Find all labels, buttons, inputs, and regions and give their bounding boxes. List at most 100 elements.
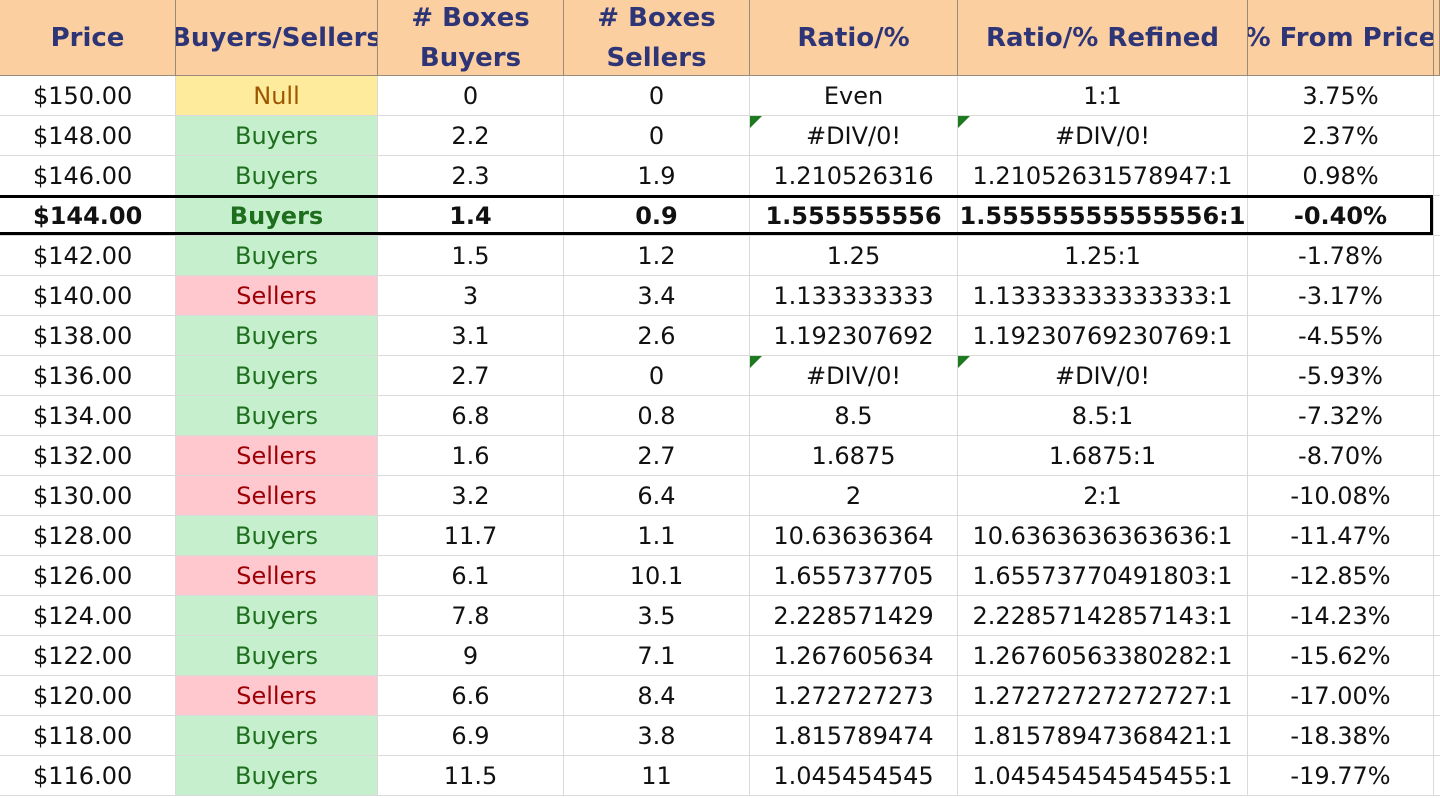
boxes-buyers-cell[interactable]: 11.7 [378,516,564,556]
ratio-refined-cell[interactable]: 1.81578947368421:1 [958,716,1248,756]
ratio-cell[interactable]: #DIV/0! [750,116,958,156]
overflow-column-cell[interactable] [1434,716,1440,756]
header-boxes-buyers[interactable]: # Boxes Buyers [378,0,564,76]
price-cell[interactable]: $150.00 [0,76,176,116]
ratio-refined-cell[interactable]: 1.27272727272727:1 [958,676,1248,716]
ratio-cell[interactable]: 1.210526316 [750,156,958,196]
boxes-buyers-cell[interactable]: 3.1 [378,316,564,356]
side-cell[interactable]: Buyers [176,156,378,196]
ratio-cell[interactable]: 2.228571429 [750,596,958,636]
overflow-column-cell[interactable] [1434,556,1440,596]
boxes-buyers-cell[interactable]: 3 [378,276,564,316]
overflow-column-cell[interactable] [1434,196,1440,236]
from-price-cell[interactable]: -18.38% [1248,716,1434,756]
boxes-sellers-cell[interactable]: 11 [564,756,750,796]
boxes-buyers-cell[interactable]: 0 [378,76,564,116]
price-cell[interactable]: $134.00 [0,396,176,436]
header-boxes-sellers[interactable]: # Boxes Sellers [564,0,750,76]
overflow-column-cell[interactable] [1434,356,1440,396]
boxes-sellers-cell[interactable]: 0.8 [564,396,750,436]
side-cell[interactable]: Buyers [176,356,378,396]
side-cell[interactable]: Buyers [176,596,378,636]
ratio-refined-cell[interactable]: 1.26760563380282:1 [958,636,1248,676]
overflow-column-cell[interactable] [1434,76,1440,116]
ratio-refined-cell[interactable]: 2:1 [958,476,1248,516]
price-cell[interactable]: $140.00 [0,276,176,316]
boxes-buyers-cell[interactable]: 9 [378,636,564,676]
header-from-price[interactable]: % From Price [1248,0,1434,76]
ratio-cell[interactable]: #DIV/0! [750,356,958,396]
boxes-buyers-cell[interactable]: 1.5 [378,236,564,276]
ratio-cell[interactable]: 1.133333333 [750,276,958,316]
boxes-buyers-cell[interactable]: 2.2 [378,116,564,156]
boxes-sellers-cell[interactable]: 3.5 [564,596,750,636]
from-price-cell[interactable]: -0.40% [1248,196,1434,236]
overflow-column-cell[interactable] [1434,476,1440,516]
ratio-refined-cell[interactable]: 1.65573770491803:1 [958,556,1248,596]
overflow-column-cell[interactable] [1434,276,1440,316]
ratio-refined-cell[interactable]: 10.6363636363636:1 [958,516,1248,556]
boxes-buyers-cell[interactable]: 2.3 [378,156,564,196]
overflow-column-cell[interactable] [1434,396,1440,436]
header-ratio[interactable]: Ratio/% [750,0,958,76]
boxes-buyers-cell[interactable]: 6.9 [378,716,564,756]
boxes-sellers-cell[interactable]: 3.4 [564,276,750,316]
boxes-sellers-cell[interactable]: 1.1 [564,516,750,556]
ratio-refined-cell[interactable]: 2.22857142857143:1 [958,596,1248,636]
side-cell[interactable]: Buyers [176,636,378,676]
boxes-buyers-cell[interactable]: 3.2 [378,476,564,516]
ratio-cell[interactable]: 1.555555556 [750,196,958,236]
boxes-sellers-cell[interactable]: 0 [564,116,750,156]
overflow-column-cell[interactable] [1434,156,1440,196]
price-cell[interactable]: $144.00 [0,196,176,236]
ratio-refined-cell[interactable]: 1.25:1 [958,236,1248,276]
price-cell[interactable]: $146.00 [0,156,176,196]
side-cell[interactable]: Sellers [176,476,378,516]
side-cell[interactable]: Buyers [176,116,378,156]
ratio-refined-cell[interactable]: 1.04545454545455:1 [958,756,1248,796]
overflow-column-cell[interactable] [1434,316,1440,356]
price-cell[interactable]: $126.00 [0,556,176,596]
from-price-cell[interactable]: -17.00% [1248,676,1434,716]
boxes-buyers-cell[interactable]: 1.4 [378,196,564,236]
from-price-cell[interactable]: -7.32% [1248,396,1434,436]
side-cell[interactable]: Sellers [176,556,378,596]
price-cell[interactable]: $122.00 [0,636,176,676]
ratio-cell[interactable]: 10.63636364 [750,516,958,556]
ratio-cell[interactable]: 1.655737705 [750,556,958,596]
ratio-refined-cell[interactable]: 1.6875:1 [958,436,1248,476]
ratio-cell[interactable]: 1.6875 [750,436,958,476]
boxes-sellers-cell[interactable]: 1.9 [564,156,750,196]
boxes-sellers-cell[interactable]: 1.2 [564,236,750,276]
overflow-column-cell[interactable] [1434,516,1440,556]
price-cell[interactable]: $142.00 [0,236,176,276]
boxes-sellers-cell[interactable]: 8.4 [564,676,750,716]
header-ratio-refined[interactable]: Ratio/% Refined [958,0,1248,76]
boxes-sellers-cell[interactable]: 7.1 [564,636,750,676]
side-cell[interactable]: Buyers [176,196,378,236]
price-cell[interactable]: $124.00 [0,596,176,636]
side-cell[interactable]: Sellers [176,676,378,716]
ratio-cell[interactable]: 1.192307692 [750,316,958,356]
ratio-refined-cell[interactable]: 1.21052631578947:1 [958,156,1248,196]
boxes-sellers-cell[interactable]: 0.9 [564,196,750,236]
ratio-cell[interactable]: 1.25 [750,236,958,276]
from-price-cell[interactable]: -8.70% [1248,436,1434,476]
from-price-cell[interactable]: -5.93% [1248,356,1434,396]
from-price-cell[interactable]: -11.47% [1248,516,1434,556]
side-cell[interactable]: Buyers [176,396,378,436]
overflow-column-cell[interactable] [1434,756,1440,796]
boxes-sellers-cell[interactable]: 0 [564,356,750,396]
price-cell[interactable]: $118.00 [0,716,176,756]
boxes-sellers-cell[interactable]: 3.8 [564,716,750,756]
boxes-buyers-cell[interactable]: 11.5 [378,756,564,796]
price-cell[interactable]: $148.00 [0,116,176,156]
price-cell[interactable]: $138.00 [0,316,176,356]
from-price-cell[interactable]: -4.55% [1248,316,1434,356]
ratio-cell[interactable]: 8.5 [750,396,958,436]
side-cell[interactable]: Buyers [176,516,378,556]
header-overflow-column[interactable] [1434,0,1440,76]
from-price-cell[interactable]: -1.78% [1248,236,1434,276]
from-price-cell[interactable]: -19.77% [1248,756,1434,796]
boxes-sellers-cell[interactable]: 0 [564,76,750,116]
